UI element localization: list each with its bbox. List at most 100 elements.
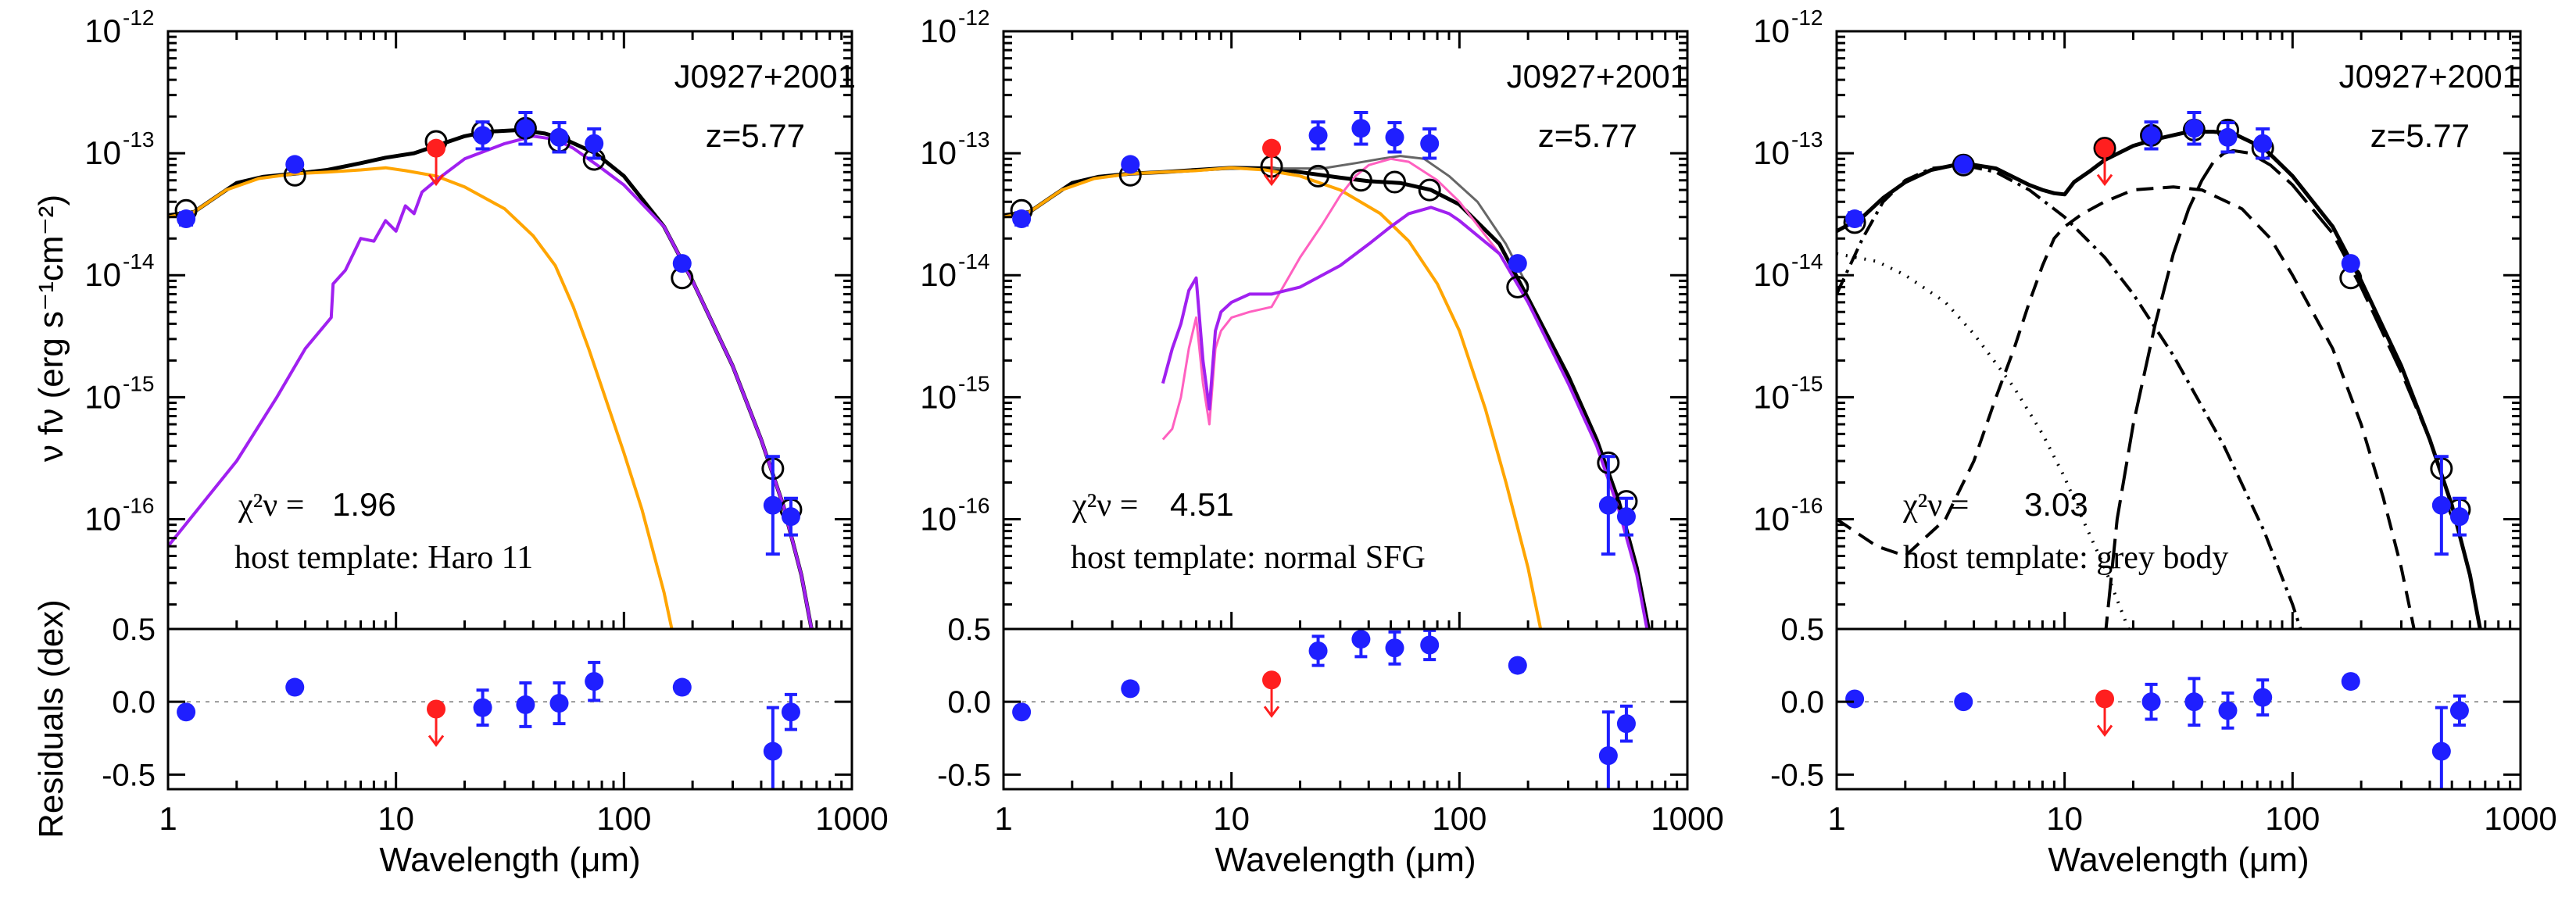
panel-1-detection-8 [1616,507,1636,527]
panel-2-detection-0 [1845,209,1865,229]
panel-0-chi2-symbol: χ²ν = [238,488,304,524]
panel-1-ytick-label-base-4: 10 [920,500,957,537]
panel-1-detection-3 [1351,119,1371,138]
panel-1-xtick-label-0: 1 [994,800,1012,837]
panel-0-residual-point-5 [585,672,604,692]
panel-2-residual-point-2 [2141,692,2161,712]
panel-0-residual-point-6 [672,677,692,697]
panel-0-marks [168,110,852,789]
panel-0-ytick-label-base-4: 10 [84,500,121,537]
panel-0-curve-host [168,134,814,629]
panel-2-xtick-label-2: 100 [2265,800,2320,837]
panel-2-residual-point-3 [2184,692,2204,712]
panel-2-residual-point-5 [2253,688,2273,707]
panel-0-detection-3 [516,119,535,138]
panel-1-res-tick-label-2: -0.5 [937,758,991,792]
panel-0-ytick-label-base-2: 10 [84,256,121,293]
panel-0-detection-7 [763,495,782,515]
panel-0-residual-point-8 [781,702,800,722]
panel-1-residual-point-8 [1616,714,1636,734]
panel-2-detection-4 [2218,127,2238,147]
panel-1-marks [1004,110,1687,789]
panel-2-ytick-label-exp-1: -13 [1791,127,1823,152]
panel-0-ytick-label-exp-4: -16 [123,493,154,517]
panel-2-ytick-label-base-4: 10 [1753,500,1790,537]
panel-0-residual-point-2 [473,698,492,717]
panel-1-ytick-label-exp-3: -15 [958,371,989,395]
panel-2-detection-5 [2253,134,2273,153]
panel-1-xtick-label-2: 100 [1432,800,1487,837]
panel-1-detection-6 [1508,254,1527,273]
panel-1-ytick-label-base-3: 10 [920,378,957,415]
panel-1-residual-point-3 [1351,630,1371,649]
panel-0-x-axis-label: Wavelength (μm) [379,841,640,879]
panel-2-residual-point-4 [2218,701,2238,720]
panel-1-host-label: host template: normal SFG [1071,540,1426,576]
panel-0-residual-upper-arrow [428,734,445,747]
panel-1-upper-limit-point [1262,138,1282,158]
panel-0-residual-point-7 [763,742,782,761]
panel-1-model-point-4 [1349,169,1372,192]
panel-1-ytick-label-base-1: 10 [920,134,957,171]
panel-2-detection-6 [2341,254,2360,273]
panel-1-chi2-symbol: χ²ν = [1072,488,1138,524]
panel-1-ytick-label-base-2: 10 [920,256,957,293]
panel-2-detection-7 [2431,495,2451,515]
panel-0-object-label: J0927+2001 [674,58,856,95]
panel-0-residual-frame [166,627,853,791]
panel-0-residual-point-4 [549,694,569,713]
panel-1-residual-frame [1002,627,1689,791]
panel-1-detection-0 [1012,209,1032,229]
panel-2-object-label: J0927+2001 [2339,58,2521,95]
panel-0-residual-point-3 [516,695,535,714]
panel-0-residual-upper-point [427,699,446,719]
panel-2-detection-1 [1954,155,1973,174]
panel-2-chi2-symbol: χ²ν = [1902,488,1969,524]
panel-2-residual-point-7 [2431,742,2451,761]
panel-0-curve-AGN [168,166,674,629]
panel-2-marks [1837,110,2521,789]
panel-0-detection-2 [473,126,492,145]
panel-1-curve-host_alt [1161,157,1648,629]
panel-2-ytick-label-exp-3: -15 [1791,371,1823,395]
panel-2-detection-3 [2184,119,2204,138]
panel-0-detection-0 [177,209,196,229]
panel-2-res-tick-label-2: -0.5 [1770,758,1824,792]
panel-2-res-tick-label-0: 0.5 [1780,613,1824,647]
panel-2-curve-dash_dot [1837,163,2302,629]
panel-2-residual-area [1837,672,2521,789]
panel-0-residual-area [168,660,852,789]
panel-2-ytick-label-exp-0: -12 [1791,5,1823,30]
panel-2-res-tick-label-1: 0.0 [1780,685,1824,720]
panel-1-residual-point-1 [1121,679,1140,699]
panel-2-detection-8 [2449,507,2469,527]
residuals-axis-label: Residuals (dex) [32,599,70,838]
panel-2-ytick-label-exp-2: -14 [1791,249,1823,273]
panel-2-residual-point-0 [1845,689,1865,709]
panel-2-xtick-label-0: 1 [1827,800,1845,837]
panel-0-ytick-label-base-3: 10 [84,378,121,415]
panel-0-redshift-label: z=5.77 [706,117,805,154]
panel-0-detection-6 [672,254,692,273]
panel-1-curve-host [1161,205,1649,629]
panel-0-residual-point-0 [177,702,196,722]
panel-1-res-tick-label-0: 0.5 [947,613,991,647]
panel-1-detection-1 [1121,155,1140,174]
panel-0-upper-limit-point [427,138,446,158]
panel-1-ytick-label-base-0: 10 [920,13,957,49]
panel-0-ytick-label-exp-2: -14 [123,249,154,273]
panel-2-xtick-label-3: 1000 [2484,800,2556,837]
panel-1-ytick-label-exp-0: -12 [958,5,989,30]
panel-2-curve-short_dash [1837,185,2416,629]
panel-2-redshift-label: z=5.77 [2370,117,2470,154]
panel-0-plot-area [168,110,814,629]
panel-2-ytick-label-base-3: 10 [1753,378,1790,415]
panel-0-chi2-value: 1.96 [332,486,396,523]
panel-1-ytick-label-exp-1: -13 [958,127,989,152]
panel-0-residual-point-1 [285,677,305,697]
